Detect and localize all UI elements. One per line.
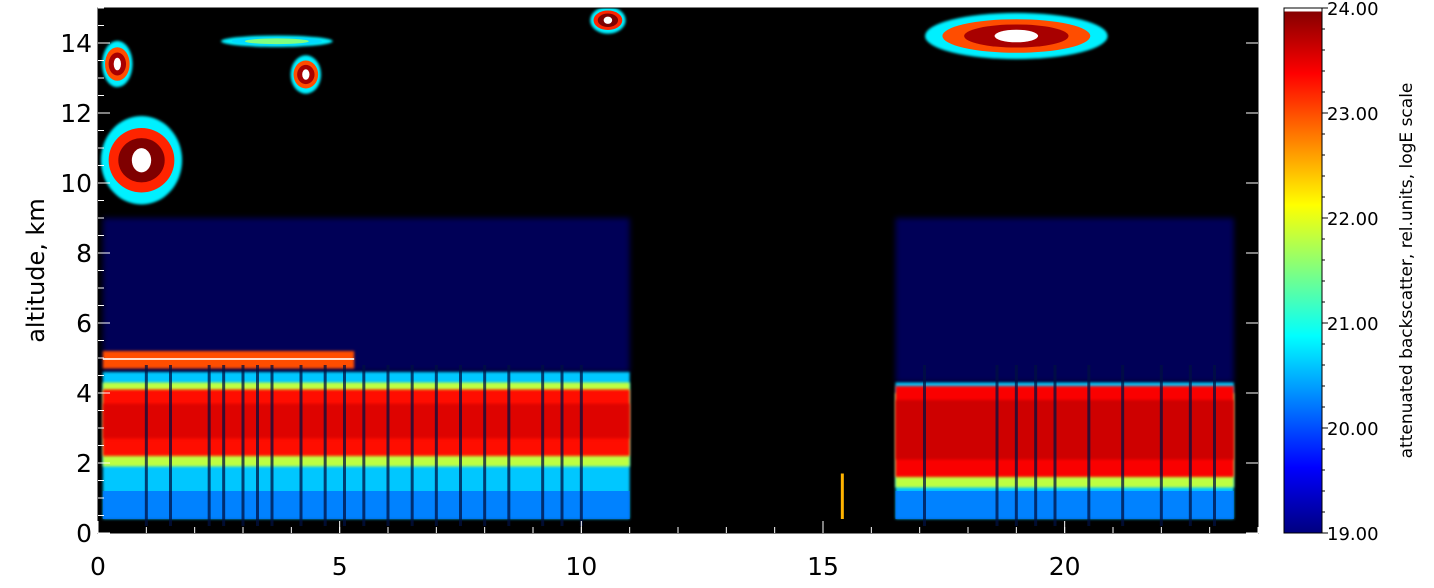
y-axis-label: altitude, km (22, 198, 50, 343)
y-tick-label: 6 (76, 309, 92, 338)
profile-gap (207, 365, 211, 526)
cloud-4 (290, 55, 322, 94)
profile-gap (410, 365, 414, 526)
profile-gap (362, 365, 366, 526)
colorbar-ticks: 19.00 20.00 21.00 22.00 23.00 24.00 (1322, 0, 1379, 545)
profile-gap (995, 365, 999, 526)
colorbar-tick-label: 20.00 (1327, 419, 1379, 440)
profile-gap (270, 365, 274, 526)
colorbar-label: attenuated backscatter, rel.units, logE … (1397, 83, 1417, 459)
x-tick-label: 20 (1049, 552, 1081, 581)
profile-gap (256, 365, 259, 526)
profile-gap (459, 365, 462, 526)
y-tick-label: 8 (76, 239, 92, 268)
y-tick-label: 4 (76, 379, 92, 408)
profile-gap (299, 365, 303, 526)
x-tick-label: 15 (807, 552, 839, 581)
profile-gap (541, 365, 545, 526)
profile-gap (1188, 365, 1192, 526)
y-tick-label: 0 (76, 519, 92, 548)
cloud-7 (924, 12, 1108, 60)
x-tick-label: 5 (332, 552, 348, 581)
profile-gap (343, 365, 346, 526)
x-axis: 0 5 10 15 20 (90, 521, 1259, 581)
x-tick-label: 0 (90, 552, 106, 581)
colorbar-tick-label: 24.00 (1327, 0, 1379, 20)
y-tick-label: 12 (60, 99, 92, 128)
profile-gap (507, 365, 511, 526)
profile-gap (1121, 365, 1125, 526)
cloud-3 (102, 40, 133, 88)
profile-gap (560, 365, 564, 526)
profile-gap (1034, 365, 1038, 526)
colorbar-tick-label: 23.00 (1327, 104, 1379, 125)
profile-gap (1159, 365, 1163, 526)
profile-gap (144, 365, 148, 526)
cloud-6 (590, 8, 626, 34)
profile-gap (434, 365, 438, 526)
boundary-layer-1 (895, 218, 1234, 519)
profile-gap (1014, 365, 1018, 526)
colorbar: 19.00 20.00 21.00 22.00 23.00 24.00 attenuate… (1283, 0, 1417, 545)
profile-gap (169, 365, 172, 526)
profile-gap (323, 365, 327, 526)
profile-gap (1213, 365, 1216, 526)
colorbar-gradient (1283, 7, 1323, 534)
heatmap-features (100, 8, 1234, 526)
profile-gap (386, 365, 390, 526)
profile-gap (222, 365, 226, 526)
colorbar-tick-label: 22.00 (1327, 209, 1379, 230)
profile-gap (923, 365, 926, 526)
y-axis: 0 2 4 6 8 10 12 14 (60, 7, 1258, 548)
x-tick-label: 10 (565, 552, 597, 581)
colorbar-tick-label: 21.00 (1327, 314, 1379, 335)
y-tick-label: 10 (60, 169, 92, 198)
colorbar-top-band (1284, 8, 1322, 12)
profile-gap (1053, 365, 1057, 526)
y-tick-label: 14 (60, 29, 92, 58)
cloud-5 (221, 35, 333, 48)
y-tick-label: 2 (76, 449, 92, 478)
profile-gap (1087, 365, 1091, 526)
profile-gap (579, 365, 583, 526)
profile-gap (241, 365, 245, 526)
thin-layer-8 (102, 351, 355, 369)
cloud-2 (100, 115, 183, 205)
colorbar-tick-label: 19.00 (1327, 524, 1379, 545)
profile-gap (483, 365, 487, 526)
isolated-profile (840, 473, 844, 519)
